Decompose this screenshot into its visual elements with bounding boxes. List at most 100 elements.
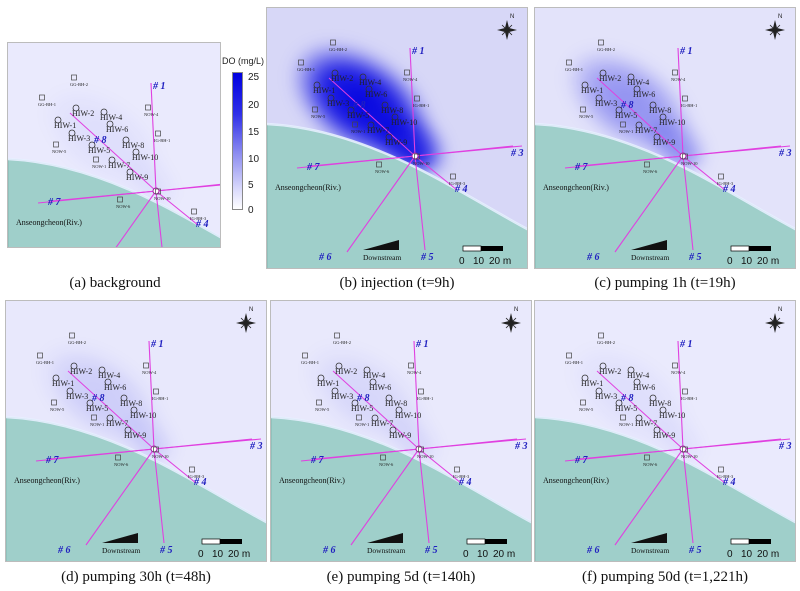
- river-bank: [6, 415, 266, 524]
- well-label: NOW-4: [671, 77, 686, 82]
- svg-text:N: N: [249, 307, 253, 313]
- survey-line: [596, 77, 684, 157]
- well-marker: [356, 414, 362, 421]
- well-label: HIW-7: [367, 126, 389, 135]
- survey-line: [564, 155, 684, 169]
- scale-label: 10: [212, 549, 224, 560]
- well-marker: [367, 121, 375, 129]
- survey-line: [564, 448, 684, 462]
- well-marker: [404, 69, 410, 76]
- downstream-label: Downstream: [631, 546, 669, 555]
- well-marker: [189, 466, 195, 473]
- downstream-arrow-icon: [367, 533, 403, 543]
- well-marker: [649, 394, 657, 402]
- well-marker: [649, 101, 657, 109]
- well-label: HIW-7: [371, 419, 393, 428]
- well-label: HIW-2: [331, 74, 353, 83]
- well-marker: [351, 399, 359, 407]
- well-label: GG-BH-2: [333, 340, 351, 345]
- well-marker: [331, 69, 339, 77]
- well-label: HIW-5: [88, 146, 110, 155]
- map-e: # 1 # 3 # 4 # 5 # 6 # 7 # 8 GG-BH-1 GG-BH-2 HIW-1…: [270, 300, 532, 562]
- survey-line: [69, 112, 157, 192]
- survey-line: [682, 448, 694, 544]
- line-label: # 5: [424, 545, 438, 556]
- well-label: NOW-5: [579, 407, 594, 412]
- well-marker: [100, 108, 108, 116]
- well-label: IG-BH-3: [188, 474, 205, 479]
- well-label: HIW-4: [363, 371, 385, 380]
- line-label: # 3: [778, 441, 792, 452]
- survey-line: [596, 370, 684, 450]
- survey-line: [414, 155, 458, 191]
- well-label: HIW-2: [599, 367, 621, 376]
- survey-line: [150, 82, 157, 192]
- caption-a: (a) background: [69, 275, 161, 291]
- svg-text:N: N: [510, 14, 514, 20]
- scale-label: 20 m: [228, 549, 250, 560]
- colorbar-tick: 0: [248, 205, 254, 216]
- colorbar-title: DO (mg/L): [222, 56, 265, 66]
- well-marker: [598, 39, 604, 46]
- well-label: GG-BH-1: [38, 102, 56, 107]
- well-label: NOW-6: [643, 169, 658, 174]
- well-marker: [359, 73, 367, 81]
- survey-line: [682, 155, 694, 251]
- scale-label: 10: [477, 549, 489, 560]
- line-label: # 1: [150, 339, 164, 350]
- survey-line: [155, 190, 163, 247]
- scale-bar-black: [220, 539, 242, 544]
- line-label: # 7: [574, 455, 589, 466]
- well-marker: [450, 173, 456, 180]
- well-marker: [369, 378, 377, 386]
- line-label: # 4: [458, 477, 472, 488]
- downstream-label: Downstream: [363, 253, 401, 262]
- survey-line: [682, 438, 791, 450]
- well-marker: [117, 196, 123, 203]
- line-label: # 4: [454, 184, 468, 195]
- line-label: # 7: [306, 162, 321, 173]
- well-marker: [66, 387, 74, 395]
- survey-line: [414, 145, 523, 157]
- downstream-arrow-icon: [631, 533, 667, 543]
- well-label: HIW-3: [66, 392, 88, 401]
- well-marker: [316, 399, 322, 406]
- river-bank: [271, 415, 531, 524]
- well-label: HIW-1: [581, 86, 603, 95]
- well-label: NOW-1: [92, 164, 106, 169]
- well-label: HIW-2: [72, 109, 94, 118]
- well-label: HIW-10: [395, 411, 421, 420]
- well-label: HIW-2: [335, 367, 357, 376]
- well-label: HIW-3: [595, 99, 617, 108]
- line-label: # 7: [310, 455, 325, 466]
- well-marker: [365, 85, 373, 93]
- well-marker: [145, 104, 151, 111]
- scale-bar-black: [481, 246, 503, 251]
- well-label: IG-BH-3: [717, 474, 734, 479]
- well-marker: [363, 366, 371, 374]
- well-marker: [414, 95, 420, 102]
- caption-e: (e) pumping 5d (t=140h): [326, 569, 476, 585]
- well-label: IG-BH-3: [190, 216, 207, 221]
- well-label: HIW-8: [381, 106, 403, 115]
- survey-line: [153, 448, 165, 544]
- well-label: HIW-2: [70, 367, 92, 376]
- well-marker: [580, 106, 586, 113]
- well-marker: [88, 141, 96, 149]
- well-marker: [644, 454, 650, 461]
- well-marker: [313, 81, 321, 89]
- line-label: # 8: [356, 393, 370, 404]
- north-arrow-icon: N: [765, 14, 785, 40]
- well-label: HIW-1: [54, 121, 76, 130]
- well-label: NOW-10: [417, 454, 434, 459]
- well-label: NOW-4: [671, 370, 686, 375]
- well-marker: [635, 414, 643, 422]
- colorbar-tick: 10: [248, 154, 260, 165]
- survey-line: [328, 77, 416, 157]
- line-label: # 1: [411, 46, 425, 57]
- well-marker: [72, 104, 80, 112]
- well-label: IG-BH-1: [681, 103, 697, 108]
- line-label: # 5: [159, 545, 173, 556]
- well-marker: [108, 156, 116, 164]
- map-svg-d: # 1 # 3 # 4 # 5 # 6 # 7 # 8 GG-BH-1 GG-BH-2 HIW-1…: [6, 301, 266, 561]
